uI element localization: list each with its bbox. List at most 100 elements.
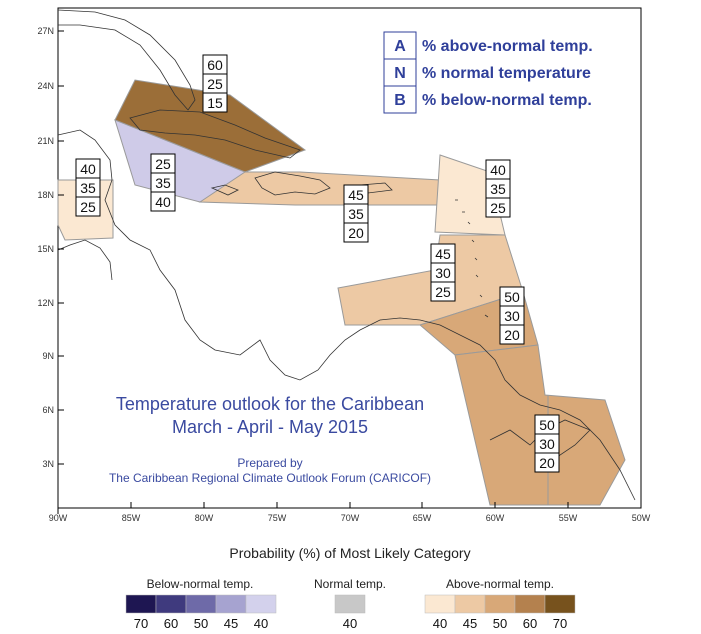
lon-tick: 60W <box>486 513 505 523</box>
jamaica-coast <box>210 184 239 196</box>
lon-tick: 50W <box>632 513 651 523</box>
prob-box-below <box>534 452 560 473</box>
lon-tick: 65W <box>413 513 432 523</box>
central-america-coast <box>57 129 636 501</box>
lon-tick: 70W <box>341 513 360 523</box>
prob-value-normal: 35 <box>80 180 96 196</box>
prob-value-below: 20 <box>348 225 364 241</box>
legend: Probability (%) of Most Likely Category … <box>125 545 576 631</box>
lat-tick: 15N <box>37 244 54 254</box>
legend-normal-label: Normal temp. <box>314 577 386 591</box>
key-letter-below: B <box>394 92 406 109</box>
legend-swatch-above <box>424 594 456 614</box>
legend-value-above: 45 <box>463 616 477 631</box>
credit-organization: The Caribbean Regional Climate Outlook F… <box>109 471 431 485</box>
key-text-normal: % normal temperature <box>422 65 591 82</box>
florida-coast <box>57 9 196 111</box>
map-title: Temperature outlook for the Caribbean <box>116 394 424 414</box>
prob-value-normal: 25 <box>207 76 223 92</box>
hispaniola-coast <box>254 171 331 196</box>
lat-tick: 12N <box>37 298 54 308</box>
prob-value-above: 40 <box>80 161 96 177</box>
lon-tick: 85W <box>122 513 141 523</box>
lon-tick: 75W <box>268 513 287 523</box>
legend-above-label: Above-normal temp. <box>446 577 554 591</box>
legend-swatch-below <box>125 594 157 614</box>
legend-swatch-below <box>245 594 277 614</box>
legend-swatches: 70 60 50 45 40 40 40 45 50 60 70 <box>125 594 576 631</box>
legend-swatch-above <box>544 594 576 614</box>
prob-value-above: 40 <box>490 162 506 178</box>
lon-tick: 90W <box>49 513 68 523</box>
key-text-above: % above-normal temp. <box>422 38 593 55</box>
prob-box-below <box>202 92 228 113</box>
prob-value-above: 50 <box>504 289 520 305</box>
lat-axis: 27N 24N 21N 18N 15N 12N 9N 6N 3N <box>37 26 64 469</box>
lat-tick: 9N <box>42 351 54 361</box>
legend-value-below: 70 <box>134 616 148 631</box>
prob-value-above: 50 <box>539 417 555 433</box>
prob-box-below <box>485 197 511 218</box>
cuba-coast <box>129 109 301 159</box>
key-box-below <box>383 85 417 114</box>
coastlines <box>57 9 636 501</box>
mexico-gulf-coast <box>57 239 113 281</box>
prob-value-normal: 35 <box>348 206 364 222</box>
legend-value-below: 60 <box>164 616 178 631</box>
legend-swatch-above <box>484 594 516 614</box>
legend-value-below: 45 <box>224 616 238 631</box>
prob-value-above: 45 <box>348 187 364 203</box>
lon-tick: 80W <box>195 513 214 523</box>
key-text-below: % below-normal temp. <box>422 92 592 109</box>
legend-below-label: Below-normal temp. <box>147 577 254 591</box>
prob-box-below <box>75 196 101 217</box>
prob-value-above: 60 <box>207 57 223 73</box>
prob-value-normal: 30 <box>435 265 451 281</box>
prob-value-below: 25 <box>80 199 96 215</box>
prob-value-below: 25 <box>490 200 506 216</box>
key-letter-above: A <box>394 38 406 55</box>
legend-swatch-below <box>185 594 217 614</box>
prob-value-normal: 30 <box>539 436 555 452</box>
prob-value-normal: 35 <box>155 175 171 191</box>
prob-value-below: 25 <box>435 284 451 300</box>
legend-swatch-above <box>454 594 486 614</box>
prob-value-below: 20 <box>539 455 555 471</box>
prob-value-above: 45 <box>435 246 451 262</box>
legend-value-above: 70 <box>553 616 567 631</box>
legend-swatch-above <box>514 594 546 614</box>
legend-value-normal: 40 <box>343 616 357 631</box>
legend-value-above: 40 <box>433 616 447 631</box>
prob-value-normal: 35 <box>490 181 506 197</box>
prob-value-normal: 30 <box>504 308 520 324</box>
lat-tick: 21N <box>37 136 54 146</box>
prob-value-above: 25 <box>155 156 171 172</box>
lat-tick: 27N <box>37 26 54 36</box>
lat-tick: 6N <box>42 405 54 415</box>
legend-value-below: 50 <box>194 616 208 631</box>
legend-swatch-normal <box>334 594 366 614</box>
lat-tick: 18N <box>37 190 54 200</box>
prob-value-below: 40 <box>155 194 171 210</box>
prob-box-below <box>343 222 369 243</box>
prob-value-below: 20 <box>504 327 520 343</box>
category-key: A N B % above-normal temp. % normal temp… <box>383 31 593 114</box>
legend-value-below: 40 <box>254 616 268 631</box>
lat-tick: 3N <box>42 459 54 469</box>
prob-value-below: 15 <box>207 95 223 111</box>
legend-swatch-below <box>155 594 187 614</box>
guianas-interior <box>489 419 591 471</box>
legend-value-above: 60 <box>523 616 537 631</box>
legend-title: Probability (%) of Most Likely Category <box>229 545 470 561</box>
map-subtitle: March - April - May 2015 <box>172 417 368 437</box>
lesser-antilles <box>455 199 489 318</box>
prob-box-below <box>430 281 456 302</box>
probability-labels: 60 25 15 25 35 40 40 35 25 45 35 20 40 35 25 45 30 25 50 30… <box>75 54 560 473</box>
lon-axis: 90W 85W 80W 75W 70W 65W 60W 55W 50W <box>49 502 651 523</box>
legend-value-above: 50 <box>493 616 507 631</box>
legend-swatch-below <box>215 594 247 614</box>
lon-tick: 55W <box>559 513 578 523</box>
prob-box-below <box>150 191 176 212</box>
credit-prepared-by: Prepared by <box>237 456 302 470</box>
